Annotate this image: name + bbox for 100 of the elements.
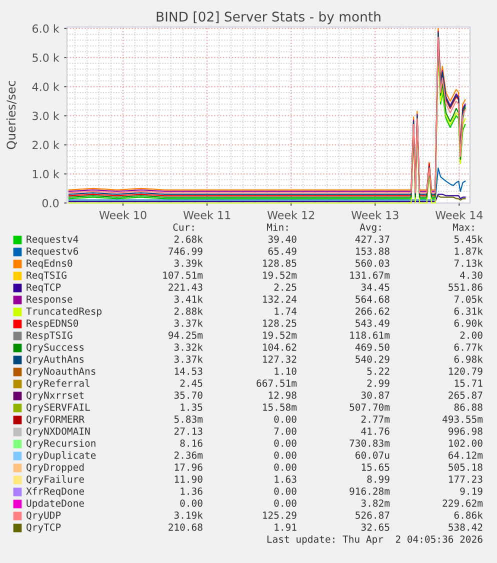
y-axis-title: Queries/sec	[6, 81, 17, 150]
text: 3.37k	[174, 355, 203, 363]
legend-label: QryTCP	[26, 523, 61, 533]
text: 7.00	[274, 427, 296, 435]
text: 5.45k	[454, 235, 483, 243]
text: 30.87	[361, 391, 390, 399]
text: 8.99	[367, 475, 390, 483]
text: 210.68	[168, 523, 202, 531]
x-tick-label: Week 13	[351, 210, 398, 220]
text: 6.31k	[454, 307, 483, 315]
text: 15.71	[454, 380, 482, 387]
text: 0.00	[274, 439, 296, 447]
text: 4.30	[460, 271, 482, 279]
text: 3.32k	[174, 343, 203, 351]
text: 6.77k	[454, 343, 483, 351]
text: 125.29	[263, 511, 296, 519]
text: 128.85	[263, 259, 296, 267]
legend-label: Requestv6	[26, 247, 78, 257]
text: 19.52m	[263, 331, 297, 339]
text: 177.23	[449, 475, 482, 483]
y-tick-label: 3.0 k	[32, 112, 60, 120]
text: 6.98k	[454, 355, 483, 363]
text: 2.99	[367, 379, 390, 387]
text: 540.29	[356, 355, 390, 363]
text: 1.74	[274, 308, 297, 315]
line-series	[68, 168, 466, 201]
text: 34.45	[361, 283, 390, 291]
text: 1.87k	[454, 247, 483, 255]
text: 3.37k	[174, 319, 203, 327]
text: 0.00	[180, 499, 202, 507]
text: 127.32	[263, 355, 296, 363]
text: 0.00	[274, 451, 296, 459]
y-tick-label: 6.0 k	[32, 24, 60, 33]
text: 60.07u	[356, 451, 390, 459]
legend-label: Response	[26, 296, 72, 305]
text: 3.19k	[174, 511, 203, 519]
text: 107.51m	[163, 271, 203, 279]
text: 65.49	[268, 247, 296, 255]
text: 19.52m	[263, 271, 297, 279]
text: 153.88	[356, 247, 390, 255]
text: 3.41k	[174, 295, 203, 303]
text: Avg:	[360, 224, 381, 233]
legend-label: QrySERVFAIL	[26, 403, 90, 413]
legend-label: RespEDNS0	[26, 319, 78, 329]
y-tick-label: 2.0 k	[32, 140, 60, 150]
legend-label: UpdateDone	[26, 499, 84, 509]
text: 3.39k	[174, 259, 203, 267]
text: 551.86	[448, 283, 482, 291]
x-tick-label: Week 14	[436, 210, 483, 220]
text: 667.51m	[256, 379, 297, 387]
legend-label: QryReferral	[26, 379, 90, 389]
text: 7.13k	[454, 259, 483, 267]
text: 427.37	[355, 235, 390, 243]
legend-label: QryFailure	[26, 475, 84, 485]
text: 560.03	[356, 259, 390, 267]
text: 94.25m	[168, 331, 203, 339]
text: 14.53	[174, 367, 202, 375]
text: 1.63	[274, 475, 296, 483]
legend-label: QryNXDOMAIN	[26, 427, 90, 437]
text: 1.10	[274, 367, 296, 375]
text: Cur:	[173, 223, 194, 231]
legend-label: Requestv4	[26, 236, 78, 245]
legend-label: QrySuccess	[26, 343, 84, 353]
text: 5.22	[367, 367, 390, 375]
text: 102.00	[449, 439, 482, 447]
text: 3.82m	[361, 499, 390, 507]
legend-label: QryNoauthAns	[26, 367, 96, 377]
legend-label: QryDuplicate	[26, 451, 96, 461]
text: 15.65	[362, 463, 390, 471]
text: 27.13	[174, 427, 202, 435]
text: 265.87	[448, 391, 482, 399]
text: 1.36	[180, 487, 202, 495]
text: 104.62	[263, 343, 296, 351]
text: 1.35	[180, 403, 202, 411]
text: 221.43	[168, 283, 202, 291]
text: 0.00	[274, 499, 296, 507]
y-tick-label: 1.0 k	[32, 170, 60, 178]
text: 266.62	[356, 307, 390, 315]
text: 2.25	[274, 283, 296, 291]
text: 120.79	[449, 367, 482, 375]
text: 0.00	[274, 463, 296, 471]
text: 11.90	[174, 475, 202, 483]
legend-label: XfrReqDone	[26, 487, 84, 497]
text: 507.70m	[350, 403, 390, 411]
text: 505.18	[448, 463, 482, 471]
text: 1.91	[274, 523, 296, 531]
text: 86.88	[454, 403, 482, 411]
y-tick-label: 5.0 k	[32, 53, 60, 62]
text: 12.98	[268, 391, 296, 399]
text: 526.87	[356, 511, 390, 519]
legend-label: ReqTSIG	[26, 271, 66, 281]
text: 2.68k	[174, 235, 203, 243]
legend-label: QryNxrrset	[26, 391, 84, 401]
chart-title: BIND [02] Server Stats - by month	[156, 11, 380, 24]
text: Last update: Thu Apr 2 04:05:36 2026	[267, 535, 482, 545]
text: 118.61m	[350, 331, 390, 339]
text: 2.00	[460, 331, 482, 339]
legend-label: RespTSIG	[26, 331, 72, 341]
text: 0.00	[274, 487, 296, 495]
text: 2.36m	[174, 451, 203, 459]
